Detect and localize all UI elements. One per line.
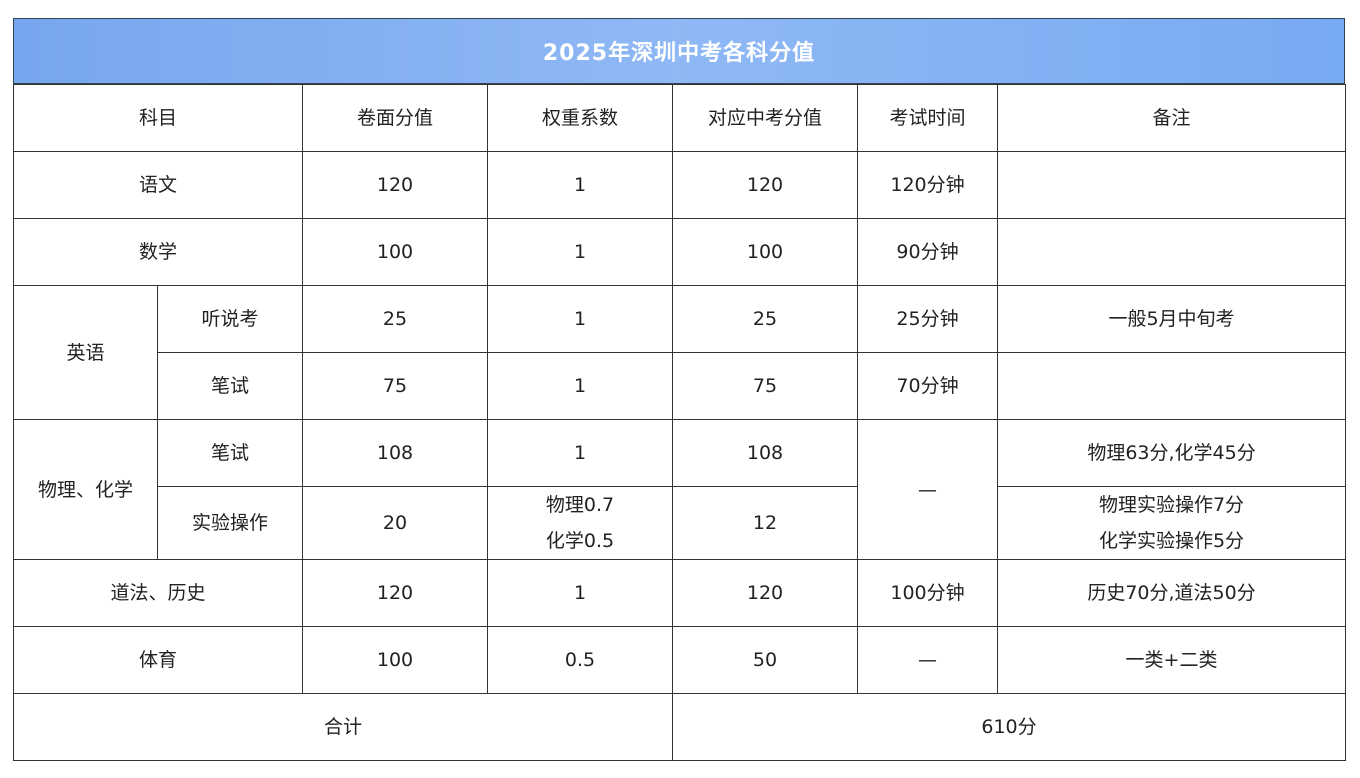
subject-cell: 体育 [12, 626, 304, 694]
subject-cell: 物理、化学 [13, 419, 158, 560]
score-cell: 120 [302, 559, 489, 627]
subsubject-cell: 笔试 [156, 352, 304, 420]
table-row: 笔试 75 1 75 70分钟 [14, 352, 1347, 420]
weight-physics: 物理0.7 [545, 494, 615, 516]
total-label: 合计 [12, 693, 674, 761]
time-cell: 70分钟 [857, 352, 999, 420]
note-cell [997, 151, 1347, 219]
weight-cell: 1 [487, 285, 674, 353]
header-subject: 科目 [12, 84, 304, 152]
table-row: 实验操作 20 物理0.7 化学0.5 12 物理实验操作7分 化学实验操作5分 [14, 486, 1347, 560]
header-row: 科目 卷面分值 权重系数 对应中考分值 考试时间 备注 [12, 84, 1347, 152]
table-row: 物理、化学 笔试 108 1 108 — 物理63分,化学45分 [13, 419, 1347, 560]
note-cell: 物理实验操作7分 化学实验操作5分 [997, 486, 1347, 560]
score-cell: 100 [302, 218, 489, 286]
header-time: 考试时间 [857, 84, 999, 152]
subject-cell: 道法、历史 [12, 559, 304, 627]
weight-cell: 物理0.7 化学0.5 [487, 486, 674, 560]
note-cell: 一类+二类 [997, 626, 1347, 694]
score-cell: 20 [302, 486, 489, 560]
note-cell [997, 352, 1347, 420]
score-cell: 120 [302, 151, 489, 219]
time-cell: 120分钟 [857, 151, 999, 219]
weight-chemistry: 化学0.5 [545, 530, 615, 552]
value-cell: 12 [672, 486, 859, 560]
score-table: 科目 卷面分值 权重系数 对应中考分值 考试时间 备注 语文 120 1 120… [12, 84, 1347, 761]
note-physics: 物理实验操作7分 [1098, 494, 1245, 516]
header-weight: 权重系数 [487, 84, 674, 152]
note-chemistry: 化学实验操作5分 [1098, 530, 1245, 552]
table-row: 英语 听说考 25 1 25 25分钟 一般5月中旬考 [13, 285, 1347, 420]
table-title: 2025年深圳中考各科分值 [13, 18, 1345, 84]
table-row: 体育 100 0.5 50 — 一类+二类 [12, 626, 1347, 694]
weight-cell: 0.5 [487, 626, 674, 694]
subsubject-cell: 听说考 [156, 285, 304, 353]
weight-cell: 1 [487, 218, 674, 286]
time-cell: 25分钟 [857, 285, 999, 353]
subject-cell: 数学 [12, 218, 304, 286]
value-cell: 108 [672, 419, 859, 487]
weight-cell: 1 [487, 151, 674, 219]
value-cell: 100 [672, 218, 859, 286]
weight-cell: 1 [487, 352, 674, 420]
note-cell: 一般5月中旬考 [997, 285, 1347, 353]
time-cell: 100分钟 [857, 559, 999, 627]
subsubject-cell: 笔试 [156, 419, 304, 487]
weight-cell: 1 [487, 559, 674, 627]
score-cell: 108 [302, 419, 489, 487]
value-cell: 120 [672, 151, 859, 219]
score-cell: 75 [302, 352, 489, 420]
value-cell: 25 [672, 285, 859, 353]
subject-cell: 英语 [13, 285, 158, 420]
total-row: 合计 610分 [12, 693, 1347, 761]
table-row: 数学 100 1 100 90分钟 [12, 218, 1347, 286]
table-row: 语文 120 1 120 120分钟 [12, 151, 1347, 219]
header-value: 对应中考分值 [672, 84, 859, 152]
score-table-container: 2025年深圳中考各科分值 科目 卷面分值 权重系数 对应中考分值 考试时间 备… [12, 18, 1347, 761]
header-note: 备注 [997, 84, 1347, 152]
header-score: 卷面分值 [302, 84, 489, 152]
note-cell [997, 218, 1347, 286]
subject-cell: 语文 [12, 151, 304, 219]
note-cell: 历史70分,道法50分 [997, 559, 1347, 627]
note-cell: 物理63分,化学45分 [997, 419, 1347, 487]
value-cell: 120 [672, 559, 859, 627]
score-cell: 100 [302, 626, 489, 694]
time-cell: 90分钟 [857, 218, 999, 286]
score-cell: 25 [302, 285, 489, 353]
subsubject-cell: 实验操作 [156, 486, 304, 560]
table-row: 道法、历史 120 1 120 100分钟 历史70分,道法50分 [12, 559, 1347, 627]
value-cell: 50 [672, 626, 859, 694]
weight-cell: 1 [487, 419, 674, 487]
time-cell: — [857, 626, 999, 694]
value-cell: 75 [672, 352, 859, 420]
time-cell: — [857, 419, 999, 560]
total-value: 610分 [672, 693, 1347, 761]
